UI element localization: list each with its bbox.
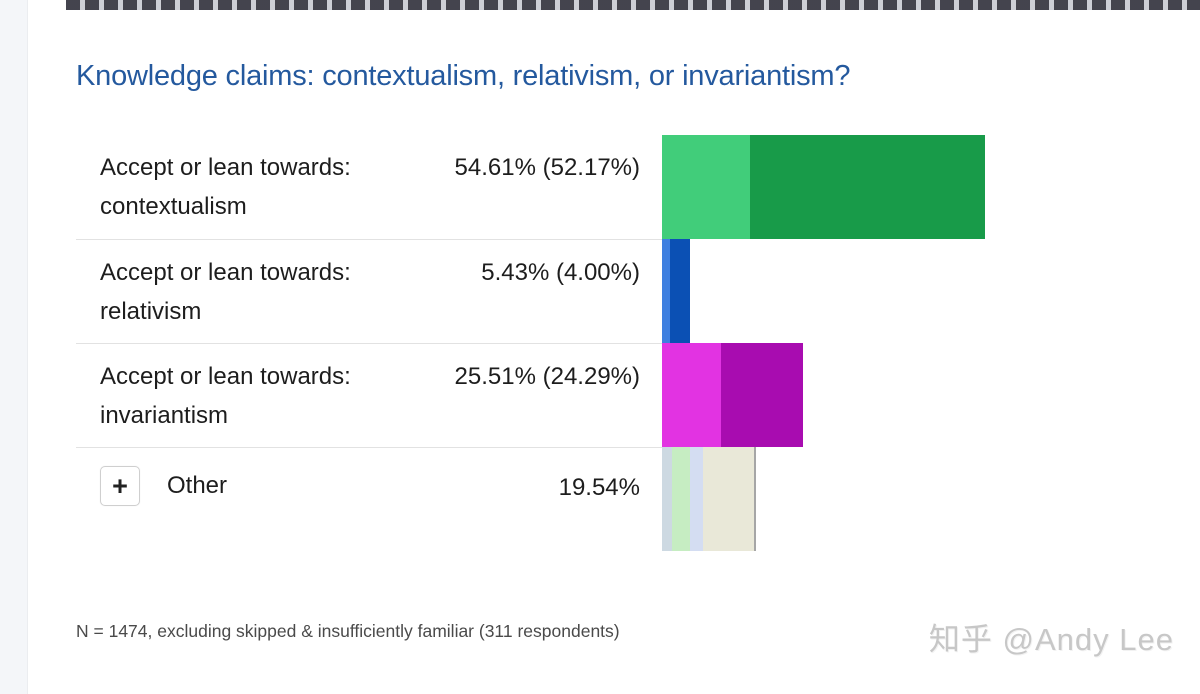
row-label-line: Accept or lean towards:: [100, 259, 351, 286]
survey-bar-chart: Accept or lean towards: contextualism 54.6…: [76, 135, 1200, 551]
bar-relativism: [662, 239, 691, 343]
row-label-line: relativism: [100, 298, 202, 325]
bar-contextualism: [662, 135, 986, 239]
watermark-text: 知乎 @Andy Lee: [928, 622, 1174, 657]
row-label-area: + Other 19.54%: [76, 447, 662, 551]
other-row-header: + Other: [100, 466, 227, 506]
row-label: Accept or lean towards: contextualism: [100, 148, 351, 226]
row-label-line: Accept or lean towards:: [100, 154, 351, 181]
row-value: 5.43% (4.00%): [481, 259, 640, 286]
row-label-line: Accept or lean towards:: [100, 363, 351, 390]
row-label: Other: [167, 472, 228, 499]
row-value: 25.51% (24.29%): [454, 363, 640, 390]
row-label-line: invariantism: [100, 402, 229, 429]
row-label: Accept or lean towards: invariantism: [100, 357, 351, 435]
chart-row-invariantism: Accept or lean towards: invariantism 25.51…: [76, 343, 1200, 447]
bar-segment-other-other-1: [662, 447, 673, 551]
bar-segment-contextualism-lean-towards: [662, 135, 751, 239]
bar-segment-other-other-3: [689, 447, 703, 551]
row-value: 19.54%: [558, 474, 640, 501]
bar-segment-relativism-lean-towards: [662, 239, 671, 343]
bar-segment-other-other-2: [672, 447, 690, 551]
bar-invariantism: [662, 343, 804, 447]
bar-segment-invariantism-lean-towards: [662, 343, 722, 447]
chart-row-other: + Other 19.54%: [76, 447, 1200, 551]
browser-tab-strip: [66, 0, 1200, 10]
expand-other-button[interactable]: +: [100, 466, 140, 506]
left-sidebar-strip: [0, 0, 28, 694]
bar-segment-other-other-4: [702, 447, 757, 551]
row-value: 54.61% (52.17%): [454, 154, 640, 181]
row-label: Accept or lean towards: relativism: [100, 253, 351, 331]
bar-segment-contextualism-accept: [750, 135, 986, 239]
bar-other: [662, 447, 757, 551]
sample-size-footnote: N = 1474, excluding skipped & insufficie…: [76, 621, 620, 641]
row-label-area: Accept or lean towards: relativism 5.43% (…: [76, 239, 662, 343]
chart-row-contextualism: Accept or lean towards: contextualism 54.6…: [76, 135, 1200, 239]
row-label-area: Accept or lean towards: contextualism 54.6…: [76, 135, 662, 239]
row-label-line: contextualism: [100, 193, 247, 220]
bar-segment-invariantism-accept: [721, 343, 804, 447]
chart-row-relativism: Accept or lean towards: relativism 5.43% (…: [76, 239, 1200, 343]
bar-segment-relativism-accept: [670, 239, 691, 343]
page-title: Knowledge claims: contextualism, relativ…: [76, 60, 851, 92]
row-label-area: Accept or lean towards: invariantism 25.51…: [76, 343, 662, 447]
